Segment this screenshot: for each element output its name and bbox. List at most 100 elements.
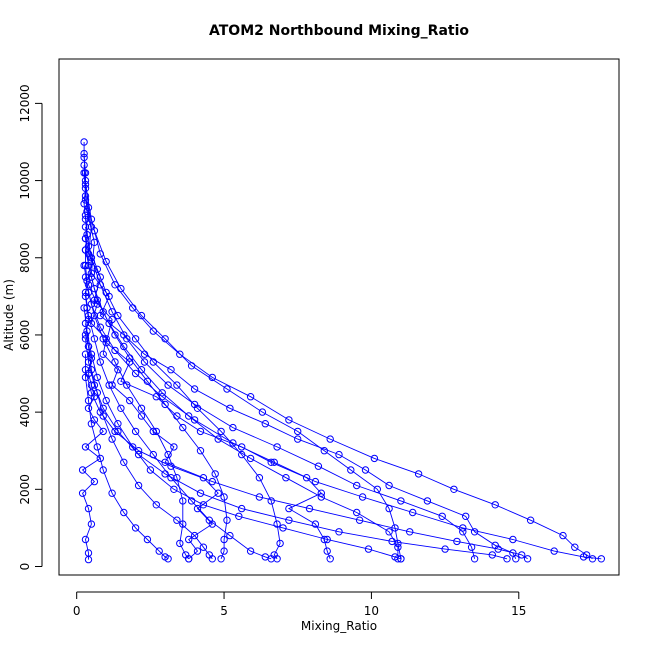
data-point: [81, 331, 90, 339]
data-point: [81, 319, 90, 328]
data-point: [294, 435, 302, 443]
data-point: [397, 555, 405, 563]
data-point: [170, 443, 178, 451]
data-point: [409, 508, 417, 517]
data-point: [509, 535, 517, 544]
data-point: [190, 531, 199, 540]
series-line: [85, 292, 272, 560]
data-point: [87, 520, 96, 528]
data-point: [226, 531, 234, 540]
data-point: [131, 427, 140, 436]
data-point: [99, 335, 107, 343]
y-tick-label: 10000: [18, 161, 32, 199]
data-point: [488, 551, 496, 559]
data-point: [161, 335, 169, 343]
data-point: [99, 427, 107, 436]
data-point: [453, 537, 461, 546]
data-point: [81, 535, 90, 544]
data-point: [114, 420, 122, 428]
data-point: [111, 281, 119, 289]
data-point: [81, 288, 90, 297]
data-point: [220, 535, 228, 544]
data-point: [152, 427, 161, 436]
data-point: [588, 555, 597, 563]
data-point: [93, 443, 102, 451]
data-point: [199, 543, 208, 551]
series-line: [85, 338, 508, 560]
data-point: [137, 404, 146, 412]
data-point: [311, 520, 320, 528]
data-point: [102, 396, 110, 405]
data-point: [273, 443, 281, 451]
data-point: [364, 545, 373, 553]
data-point: [78, 466, 87, 474]
data-point: [158, 389, 166, 397]
data-point: [235, 512, 243, 520]
data-point: [81, 223, 90, 231]
data-point: [185, 535, 193, 544]
data-point: [137, 366, 146, 374]
data-point: [81, 366, 90, 374]
data-point: [355, 516, 364, 524]
data-point: [491, 501, 499, 509]
data-point: [579, 553, 588, 561]
data-point: [208, 477, 217, 486]
data-point: [129, 443, 137, 451]
series-line: [85, 199, 402, 559]
data-point: [108, 435, 116, 443]
series-13: [81, 288, 275, 563]
series-12: [81, 273, 605, 563]
data-point: [87, 254, 96, 262]
data-point: [597, 555, 605, 563]
data-point: [120, 458, 128, 466]
data-point: [161, 400, 169, 409]
data-point: [108, 489, 116, 497]
data-point: [185, 412, 193, 420]
data-point: [81, 176, 90, 185]
data-point: [134, 481, 143, 490]
data-point: [81, 196, 90, 204]
data-point: [462, 512, 470, 520]
data-point: [526, 516, 535, 524]
data-point: [90, 381, 99, 389]
data-point: [80, 169, 88, 177]
data-point: [196, 427, 205, 436]
data-point: [167, 474, 175, 482]
data-point: [117, 377, 125, 385]
data-point: [99, 466, 107, 474]
data-point: [137, 412, 146, 420]
data-point: [223, 516, 231, 524]
data-point: [406, 528, 414, 536]
series-line: [85, 323, 213, 560]
data-point: [388, 537, 396, 546]
data-point: [81, 234, 90, 243]
data-point: [185, 555, 193, 563]
data-point: [273, 520, 281, 528]
y-tick-label: 2000: [18, 474, 32, 505]
data-point: [214, 435, 222, 443]
data-point: [229, 423, 237, 432]
data-point: [90, 284, 99, 293]
data-point: [120, 342, 128, 351]
series-line: [85, 184, 593, 560]
plot-frame: [58, 58, 620, 576]
series-line: [85, 369, 528, 560]
series-line: [85, 238, 228, 559]
data-point: [187, 497, 196, 505]
series-14: [80, 304, 405, 563]
x-tick-label: 5: [220, 604, 228, 618]
data-point: [80, 304, 88, 312]
data-point: [81, 335, 90, 343]
data-point: [111, 427, 119, 436]
y-tick-label: 12000: [18, 84, 32, 122]
data-point: [80, 149, 88, 158]
data-point: [84, 504, 93, 513]
data-point: [229, 439, 237, 447]
data-point: [81, 350, 90, 358]
data-point: [205, 516, 214, 524]
series-9: [81, 234, 231, 563]
data-point: [90, 335, 99, 343]
data-point: [173, 474, 181, 482]
series-line: [85, 226, 476, 559]
